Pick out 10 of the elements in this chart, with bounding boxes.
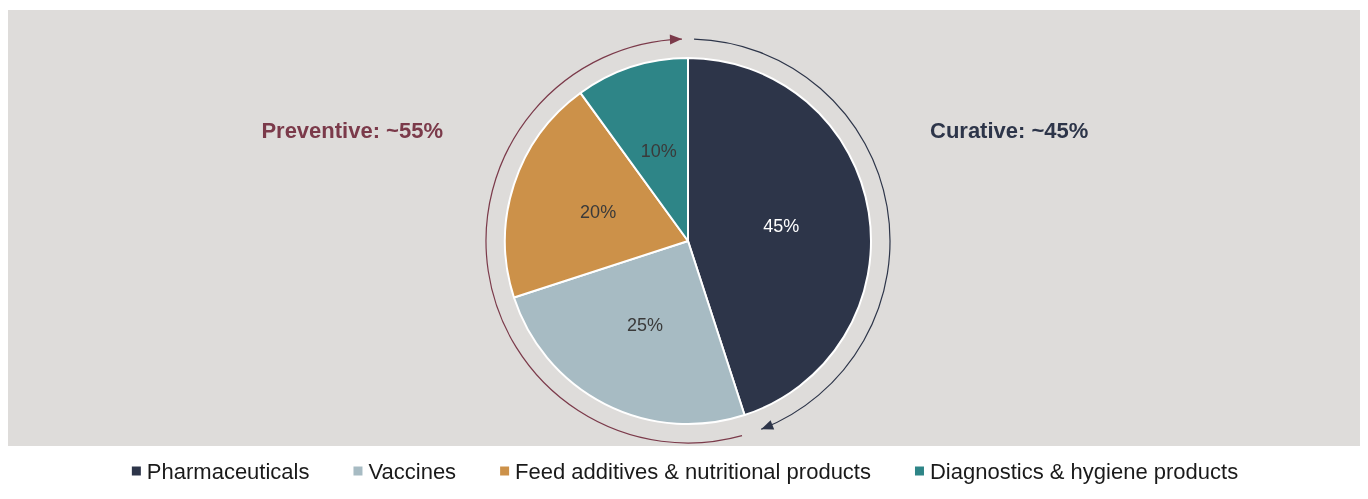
legend-label: Diagnostics & hygiene products bbox=[929, 458, 1239, 484]
data-label: 25% bbox=[627, 315, 664, 336]
data-label: 20% bbox=[580, 201, 617, 222]
legend-label: Pharmaceuticals bbox=[146, 458, 310, 484]
data-label: 45% bbox=[763, 216, 800, 237]
legend-label: Vaccines bbox=[368, 458, 457, 484]
text: Curative: ~45% bbox=[930, 117, 1089, 143]
text: Preventive: ~55% bbox=[261, 117, 443, 143]
legend-label: Feed additives & nutritional products bbox=[515, 458, 871, 484]
data-label: 10% bbox=[640, 141, 677, 162]
